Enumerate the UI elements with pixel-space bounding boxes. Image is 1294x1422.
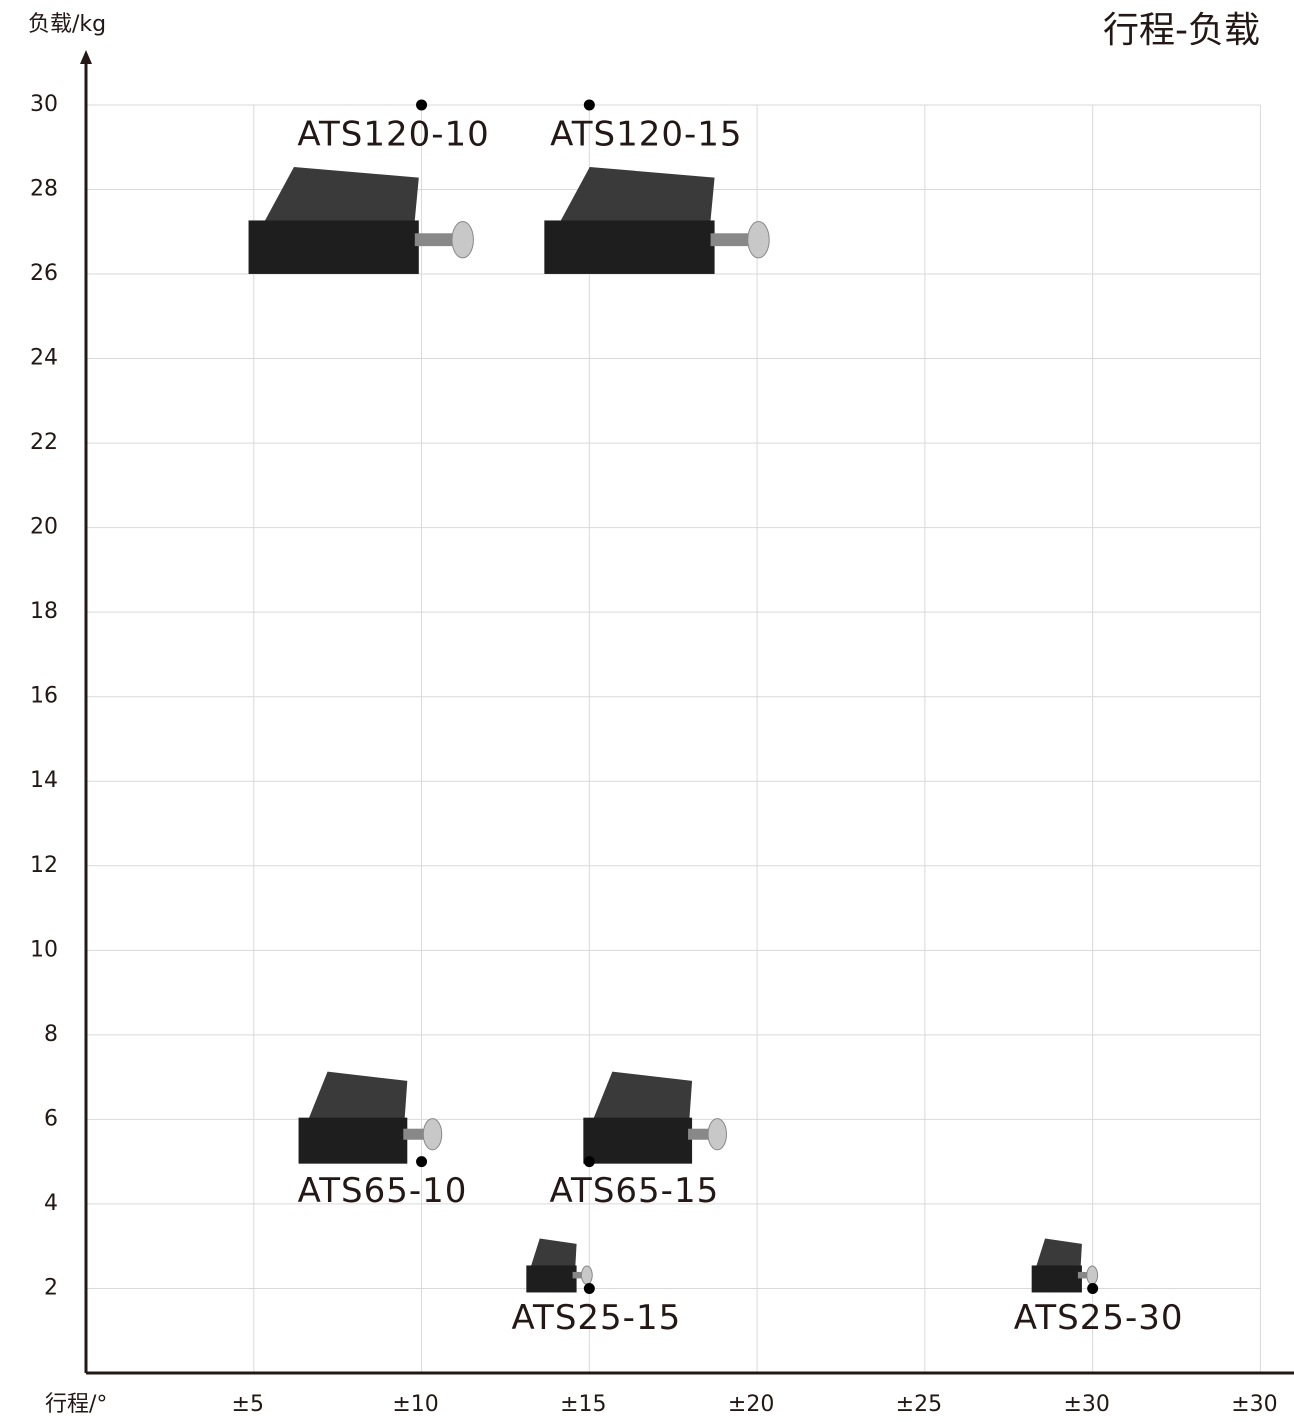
stage-shaft [572,1271,584,1279]
product-image [1031,1238,1099,1293]
stage-knob [580,1265,593,1285]
stage-top [1035,1238,1082,1269]
y-tick-label: 26 [30,261,58,286]
y-tick-label: 28 [30,176,58,201]
stage-shaft [403,1128,431,1140]
stage-body [248,220,419,274]
stage-body [583,1117,693,1164]
x-tick-label: ±30 [1063,1392,1109,1417]
stage-knob [747,221,770,259]
product-image [298,1071,443,1164]
y-tick-label: 10 [30,937,58,962]
y-tick-label: 8 [44,1022,58,1047]
x-tick-label: ±30 [1231,1392,1277,1417]
stage-top [262,166,419,226]
y-tick-label: 2 [44,1275,58,1300]
point [416,99,428,111]
x-tick-label: ±10 [392,1392,438,1417]
stage-knob [451,221,474,259]
stage-body [526,1265,577,1293]
stage-knob [1086,1265,1099,1285]
point [583,1156,595,1168]
y-axis-arrow [80,50,92,64]
x-tick-label: ±25 [896,1392,942,1417]
y-tick-label: 18 [30,599,58,624]
stage-knob [422,1118,443,1151]
point-label: ATS65-15 [549,1171,719,1211]
stage-top [530,1238,577,1269]
point-label: ATS25-30 [1014,1298,1184,1338]
y-tick-label: 16 [30,684,58,709]
point-label: ATS120-10 [297,114,489,154]
x-tick-label: ±5 [232,1392,264,1417]
product-image [544,166,770,274]
point [583,1282,595,1294]
stage-top [557,166,715,226]
stage-knob [707,1118,727,1151]
y-axis-label: 负载/kg [28,12,106,37]
point [583,99,595,111]
x-tick-label: ±20 [728,1392,774,1417]
stage-shaft [710,233,757,247]
product-image [583,1071,727,1164]
y-tick-label: 30 [30,92,58,117]
chart-title: 行程-负载 [1103,10,1260,51]
point [1087,1282,1099,1294]
stage-body [1031,1265,1082,1293]
stage-shaft [1077,1271,1090,1279]
y-tick-label: 24 [30,346,58,371]
point-label: ATS120-15 [550,114,742,154]
stage-top [592,1071,693,1123]
point-label: ATS25-15 [511,1298,681,1338]
x-tick-label: ±15 [560,1392,606,1417]
product-image [248,166,474,274]
point-label: ATS65-10 [298,1171,468,1211]
y-tick-label: 14 [30,768,58,793]
point [416,1156,428,1168]
stage-shaft [688,1128,716,1140]
y-tick-label: 22 [30,430,58,455]
stage-body [298,1117,408,1164]
y-tick-label: 6 [44,1106,58,1131]
y-tick-label: 12 [30,853,58,878]
stage-body [544,220,715,274]
product-image [526,1238,593,1293]
y-tick-label: 4 [44,1191,58,1216]
x-axis-label: 行程/° [45,1392,107,1417]
stage-shaft [414,233,461,247]
y-tick-label: 20 [30,515,58,540]
stage-top [307,1071,408,1123]
